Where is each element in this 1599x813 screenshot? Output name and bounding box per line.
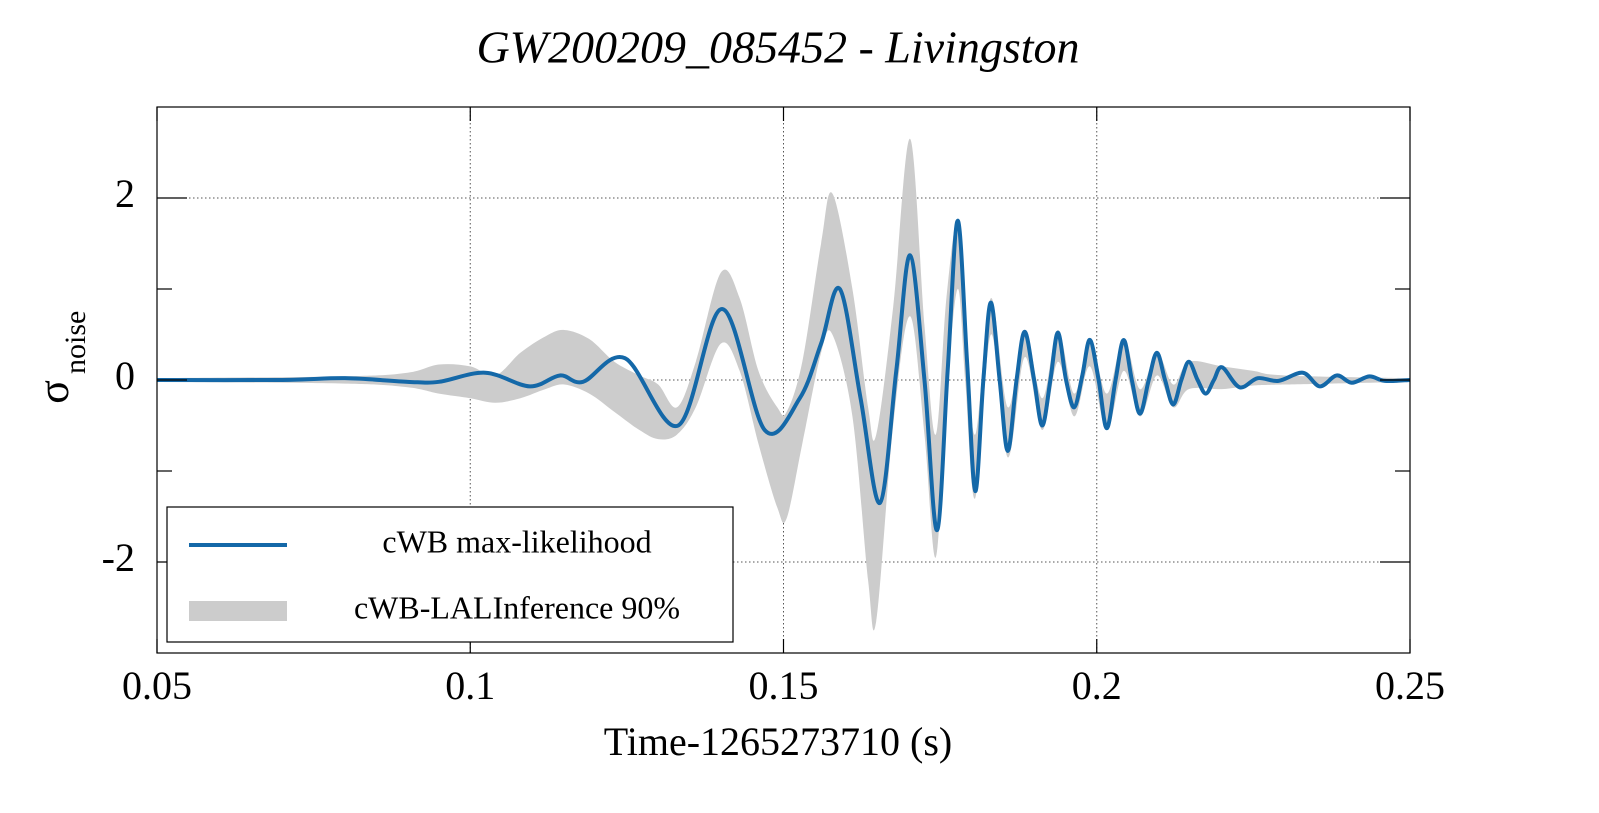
x-tick-label: 0.05 [122, 663, 192, 708]
y-axis-label: σ noise [29, 311, 92, 404]
legend-label: cWB-LALInference 90% [354, 589, 680, 625]
x-tick-label: 0.25 [1375, 663, 1445, 708]
waveform-line [157, 218, 1410, 533]
x-axis-label: Time-1265273710 (s) [604, 719, 953, 764]
confidence-band [157, 138, 1410, 631]
y-tick-label: 2 [115, 171, 135, 216]
legend-label: cWB max-likelihood [382, 523, 651, 559]
x-tick-label: 0.15 [749, 663, 819, 708]
y-tick-label: -2 [102, 535, 135, 580]
legend-swatch [189, 601, 287, 621]
x-tick-label: 0.2 [1072, 663, 1122, 708]
y-tick-label: 0 [115, 353, 135, 398]
plot-area [157, 138, 1410, 631]
chart-title: GW200209_085452 - Livingston [476, 22, 1079, 73]
x-tick-label: 0.1 [445, 663, 495, 708]
y-label-subscript: noise [59, 311, 92, 374]
y-label-symbol: σ [29, 380, 78, 404]
